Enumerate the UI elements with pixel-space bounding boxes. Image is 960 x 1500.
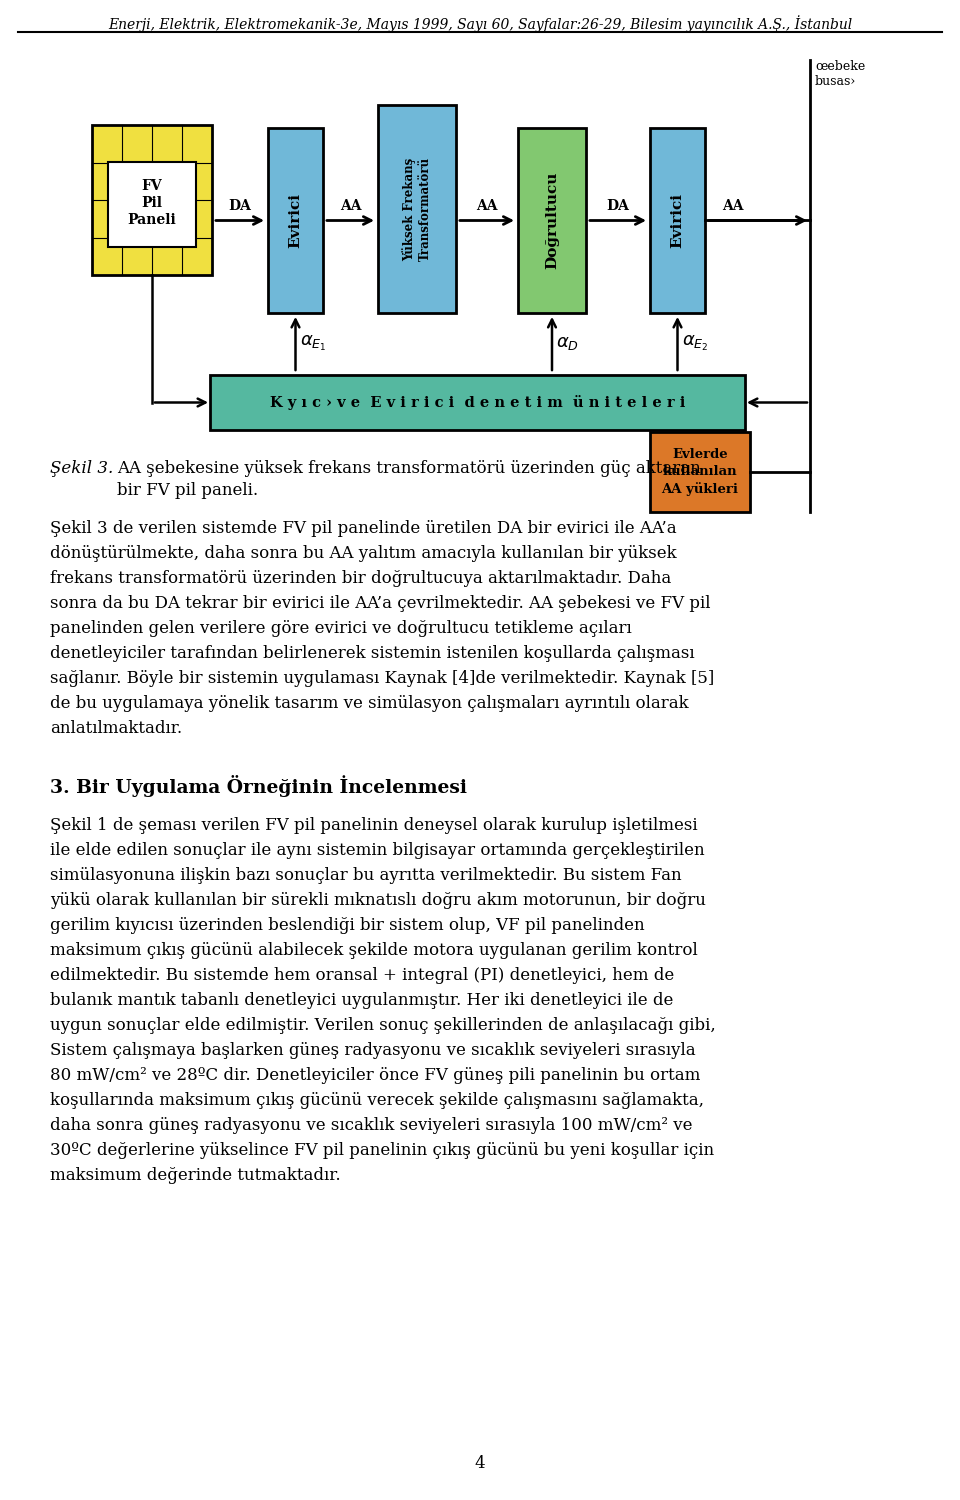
Text: 80 mW/cm² ve 28ºC dir. Denetleyiciler önce FV güneş pili panelinin bu ortam: 80 mW/cm² ve 28ºC dir. Denetleyiciler ön… [50, 1066, 701, 1084]
Text: edilmektedir. Bu sistemde hem oransal + integral (PI) denetleyici, hem de: edilmektedir. Bu sistemde hem oransal + … [50, 968, 674, 984]
Text: Şekil 3.: Şekil 3. [50, 460, 113, 477]
Text: maksimum çıkış gücünü alabilecek şekilde motora uygulanan gerilim kontrol: maksimum çıkış gücünü alabilecek şekilde… [50, 942, 698, 958]
Text: bir FV pil paneli.: bir FV pil paneli. [117, 482, 258, 500]
Text: AA şebekesine yüksek frekans transformatörü üzerinden güç aktaran: AA şebekesine yüksek frekans transformat… [117, 460, 701, 477]
Text: koşullarında maksimum çıkış gücünü verecek şekilde çalışmasını sağlamakta,: koşullarında maksimum çıkış gücünü verec… [50, 1092, 704, 1108]
Text: bulanık mantık tabanlı denetleyici uygulanmıştır. Her iki denetleyici ile de: bulanık mantık tabanlı denetleyici uygul… [50, 992, 673, 1010]
Bar [268, 128, 323, 314]
Bar [518, 128, 586, 314]
Text: daha sonra güneş radyasyonu ve sıcaklık seviyeleri sırasıyla 100 mW/cm² ve: daha sonra güneş radyasyonu ve sıcaklık … [50, 1118, 692, 1134]
Text: dönüştürülmekte, daha sonra bu AA yalıtım amacıyla kullanılan bir yüksek: dönüştürülmekte, daha sonra bu AA yalıtı… [50, 544, 677, 562]
Text: AA: AA [476, 200, 497, 213]
Text: $\alpha_D$: $\alpha_D$ [556, 334, 579, 352]
Text: denetleyiciler tarafından belirlenerek sistemin istenilen koşullarda çalışması: denetleyiciler tarafından belirlenerek s… [50, 645, 695, 662]
Text: ile elde edilen sonuçlar ile aynı sistemin bilgisayar ortamında gerçekleştirilen: ile elde edilen sonuçlar ile aynı sistem… [50, 842, 705, 860]
Text: AA: AA [340, 200, 361, 213]
Bar [210, 375, 745, 430]
Text: panelinden gelen verilere göre evirici ve doğrultucu tetikleme açıları: panelinden gelen verilere göre evirici v… [50, 620, 632, 638]
Text: Şekil 1 de şeması verilen FV pil panelinin deneysel olarak kurulup işletilmesi: Şekil 1 de şeması verilen FV pil panelin… [50, 818, 698, 834]
Text: $\alpha_{E_2}$: $\alpha_{E_2}$ [682, 333, 708, 352]
Text: Yüksek Frekanş
Transformatörü: Yüksek Frekanş Transformatörü [402, 158, 432, 261]
Text: K y ı c › v e  E v i r i c i  d e n e t i m  ü n i t e l e r i: K y ı c › v e E v i r i c i d e n e t i … [270, 394, 685, 410]
Text: Şekil 3 de verilen sistemde FV pil panelinde üretilen DA bir evirici ile AA’a: Şekil 3 de verilen sistemde FV pil panel… [50, 520, 677, 537]
Text: 3. Bir Uygulama Örneğinin İncelenmesi: 3. Bir Uygulama Örneğinin İncelenmesi [50, 776, 467, 796]
Text: uygun sonuçlar elde edilmiştir. Verilen sonuç şekillerinden de anlaşılacağı gibi: uygun sonuçlar elde edilmiştir. Verilen … [50, 1017, 716, 1034]
Bar [650, 128, 705, 314]
Bar [650, 432, 750, 512]
Text: Evlerde
kullanılan
AA yükleri: Evlerde kullanılan AA yükleri [661, 448, 738, 497]
Text: Evirici: Evirici [670, 194, 684, 248]
Text: sonra da bu DA tekrar bir evirici ile AA’a çevrilmektedir. AA şebekesi ve FV pil: sonra da bu DA tekrar bir evirici ile AA… [50, 596, 710, 612]
Text: frekans transformatörü üzerinden bir doğrultucuya aktarılmaktadır. Daha: frekans transformatörü üzerinden bir doğ… [50, 570, 671, 586]
Bar [108, 162, 196, 248]
Text: Enerji, Elektrik, Elektromekanik-3e, Mayıs 1999, Sayı 60, Sayfalar:26-29, Bilesi: Enerji, Elektrik, Elektromekanik-3e, May… [108, 15, 852, 32]
Text: 4: 4 [474, 1455, 486, 1472]
Text: simülasyonuna ilişkin bazı sonuçlar bu ayrıtta verilmektedir. Bu sistem Fan: simülasyonuna ilişkin bazı sonuçlar bu a… [50, 867, 682, 883]
Text: FV
Pil
Paneli: FV Pil Paneli [128, 178, 177, 228]
Text: Doğrultucu: Doğrultucu [545, 172, 559, 268]
Text: DA: DA [607, 200, 630, 213]
Text: $\alpha_{E_1}$: $\alpha_{E_1}$ [300, 333, 326, 352]
Text: 30ºC değerlerine yükselince FV pil panelinin çıkış gücünü bu yeni koşullar için: 30ºC değerlerine yükselince FV pil panel… [50, 1142, 714, 1160]
Text: maksimum değerinde tutmaktadır.: maksimum değerinde tutmaktadır. [50, 1167, 341, 1184]
Text: Sistem çalışmaya başlarken güneş radyasyonu ve sıcaklık seviyeleri sırasıyla: Sistem çalışmaya başlarken güneş radyasy… [50, 1042, 696, 1059]
Bar [92, 124, 212, 274]
Text: œebeke
busas›: œebeke busas› [815, 60, 865, 88]
Text: DA: DA [228, 200, 252, 213]
Text: sağlanır. Böyle bir sistemin uygulaması Kaynak [4]de verilmektedir. Kaynak [5]: sağlanır. Böyle bir sistemin uygulaması … [50, 670, 714, 687]
Text: yükü olarak kullanılan bir sürekli mıknatıslı doğru akım motorunun, bir doğru: yükü olarak kullanılan bir sürekli mıkna… [50, 892, 706, 909]
Text: de bu uygulamaya yönelik tasarım ve simülasyon çalışmaları ayrıntılı olarak: de bu uygulamaya yönelik tasarım ve simü… [50, 694, 688, 712]
Text: AA: AA [722, 200, 744, 213]
Text: gerilim kıyıcısı üzerinden beslendiği bir sistem olup, VF pil panelinden: gerilim kıyıcısı üzerinden beslendiği bi… [50, 916, 644, 934]
Text: anlatılmaktadır.: anlatılmaktadır. [50, 720, 182, 736]
Text: Evirici: Evirici [289, 194, 302, 248]
Bar [378, 105, 456, 314]
